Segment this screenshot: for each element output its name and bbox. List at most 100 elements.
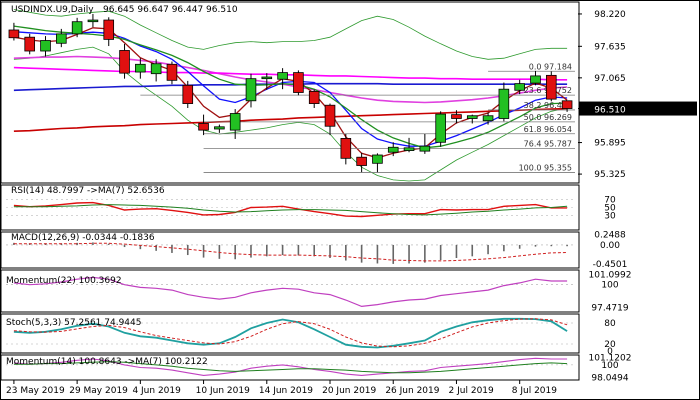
current-price-box [579,101,697,116]
candle-body [498,88,510,119]
stoch-tick-label: 20 [604,340,616,350]
candle-body [182,84,194,104]
rsi-tick-label: 70 [604,195,616,205]
date-tick-label: 10 Jun 2019 [196,386,250,396]
candle-body [419,145,431,152]
momentum14-line [13,357,568,376]
date-tick-label: 23 May 2019 [6,386,65,396]
macd-panel-title: MACD(12,26,9) -0.0344 -0.1836 [11,233,155,243]
date-tick-label: 29 May 2019 [69,386,128,396]
stoch-tick-label: 0 [607,347,613,357]
candle-body [214,126,225,130]
candle-body [356,156,367,166]
candle-body [293,72,304,93]
candle-body [403,147,415,151]
candle-body [245,78,257,102]
candle-body [340,138,352,159]
fibonacci-label: 50.0 96.269 [524,113,572,122]
momentum14-tick-label: 100 [601,361,618,371]
momentum14-ma-line [13,361,568,374]
candle-body [372,154,383,164]
candle-body [561,100,573,109]
candle-body [308,90,320,104]
fibonacci-label: 76.4 95.787 [524,140,572,149]
price-tick-label: 95.895 [594,139,626,149]
fibonacci-label: 38.2 96.485 [524,101,572,110]
momentum22-tick-label: 101.0992 [589,271,632,281]
candle-body [435,113,446,143]
bollinger-upper [13,9,568,60]
price-tick-label: 98.220 [594,10,626,20]
moving-average-line [13,107,568,132]
date-tick-label: 2 Jul 2019 [449,386,494,396]
candle-body [24,36,36,52]
header-symbol: USDINDX.U9,Daily [11,5,94,15]
moving-average-line [13,55,568,104]
rsi-tick-label: 30 [604,212,616,222]
price-tick-label: 95.325 [594,170,626,180]
stoch-tick-label: 80 [604,319,616,329]
moving-averages [13,25,568,159]
moving-average-line [13,66,568,81]
momentum14-tick-label: 101.1202 [589,354,632,364]
fibonacci-label: 0.0 97.184 [529,62,572,71]
momentum22-line [13,276,568,308]
stoch-panel-title: Stoch(5,3,3) 57.2561 74.9445 [6,318,141,328]
momentum22-tick-label: 100 [601,281,618,291]
candle-body [482,115,494,122]
stoch-d-line [13,318,568,348]
date-tick-label: 8 Jul 2019 [512,386,557,396]
price-axis: 98.22097.63597.06596.51095.89595.32596.5… [578,10,697,384]
momentum14-tick-label: 98.0494 [591,374,628,384]
rsi-panel-title: RSI(14) 48.7997 ->MA(7) 52.6536 [11,186,165,196]
candle-body [530,75,541,84]
fibonacci-label: 100.0 95.355 [519,163,572,172]
candle-body [40,40,51,52]
candlesticks [8,13,573,173]
price-panel [0,1,580,184]
candle-body [545,74,557,100]
momentum22-panel-title: Momentum(22) 100.3692 [6,276,122,286]
date-tick-label: 4 Jun 2019 [132,386,181,396]
macd-tick-label: 0.2488 [594,230,626,240]
rsi-ma-line [13,204,568,216]
price-tick-label: 97.635 [594,42,626,52]
candle-body [8,29,20,39]
candle-body [229,113,241,131]
candle-body [87,19,99,23]
price-tick-label: 97.065 [594,74,626,84]
header-ohlc: 96.645 96.647 96.447 96.510 [103,5,238,15]
candle-body [150,63,162,75]
moving-average-line [13,27,568,159]
candle-body [56,33,67,44]
macd-tick-label: -0.4501 [593,260,628,270]
momentum22-tick-label: 97.4719 [591,304,628,314]
indicator-lines [13,201,568,376]
candle-body [71,21,83,35]
date-tick-label: 14 Jun 2019 [259,386,313,396]
candle-body [451,114,462,119]
candle-body [324,104,336,127]
momentum14-panel-title: Momentum(14) 100.8643 ->MA(7) 100.2122 [6,357,208,367]
macd-tick-label: 0.00 [600,241,620,251]
date-axis: 23 May 2019 29 May 2019 4 Jun 2019 10 Jun 2… [6,380,557,396]
fibonacci-label: 61.8 96.054 [524,125,572,134]
candle-body [103,19,115,40]
bollinger-bands [13,9,568,182]
candle-body [387,146,399,153]
candle-body [466,115,478,119]
candle-body [166,63,178,81]
candle-body [198,123,209,131]
rsi-tick-label: 50 [604,204,616,214]
candle-body [277,72,288,80]
date-tick-label: 26 Jun 2019 [385,386,439,396]
candle-body [119,50,130,74]
candle-body [261,76,273,80]
macd-signal-line [13,242,568,262]
current-price-label: 96.510 [594,106,626,116]
candle-body [514,83,525,91]
